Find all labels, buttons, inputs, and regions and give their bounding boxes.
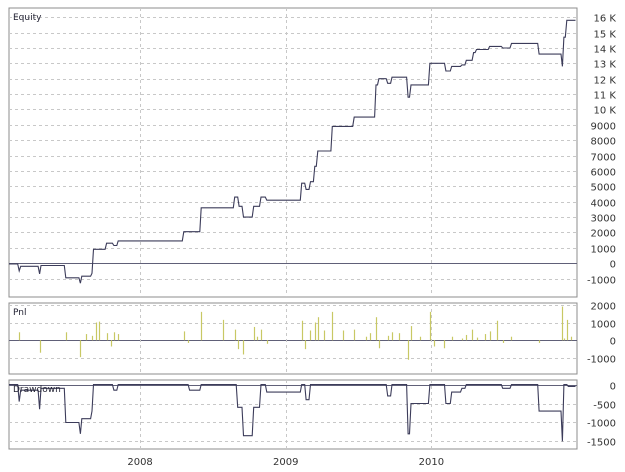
y-tick-label: -1000: [587, 355, 616, 366]
y-tick-label: 3000: [591, 214, 616, 225]
y-tick-label: 8000: [591, 137, 616, 148]
y-tick-label: 16 K: [594, 14, 617, 25]
panel-title: Drawdown: [13, 385, 61, 395]
panel-2: -1500 -1000 -500 0 Drawdown: [8, 379, 616, 450]
y-tick-label: 0: [610, 382, 616, 393]
y-tick-label: -1000: [587, 419, 616, 430]
y-tick-label: 1000: [591, 245, 616, 256]
y-tick-label: 13 K: [594, 60, 617, 71]
panel-title: Pnl: [13, 308, 26, 318]
y-tick-label: 7000: [591, 153, 616, 164]
y-tick-label: 1000: [591, 320, 616, 331]
x-tick-label: 2009: [273, 457, 298, 468]
x-tick-label: 2010: [419, 457, 444, 468]
y-tick-label: 2000: [591, 229, 616, 240]
y-tick-label: 14 K: [594, 45, 617, 56]
y-tick-label: 12 K: [594, 76, 617, 87]
panel-title: Equity: [13, 13, 42, 23]
panel-frame: [8, 379, 578, 450]
y-tick-label: 4000: [591, 199, 616, 210]
x-tick-label: 2008: [127, 457, 152, 468]
y-tick-label: 9000: [591, 122, 616, 133]
panel-0: -1000 0 1000 2000 3000 4000 5000 6000 7000 8000 90…: [8, 7, 617, 298]
y-tick-label: 10 K: [594, 106, 617, 117]
panel-frame: [8, 7, 578, 298]
series-line: [9, 19, 576, 284]
y-tick-label: 11 K: [594, 91, 617, 102]
y-tick-label: 5000: [591, 183, 616, 194]
panel-frame: [8, 302, 578, 375]
series-line: [9, 383, 576, 442]
y-tick-label: -1000: [587, 276, 616, 287]
y-tick-label: 15 K: [594, 30, 617, 41]
y-tick-label: 0: [610, 337, 616, 348]
y-tick-label: 0: [610, 260, 616, 271]
y-tick-label: 6000: [591, 168, 616, 179]
y-tick-label: 2000: [591, 302, 616, 313]
y-tick-label: -1500: [587, 438, 616, 449]
y-tick-label: -500: [593, 401, 616, 412]
panel-1: -1000 0 1000 2000 Pnl: [8, 302, 616, 375]
